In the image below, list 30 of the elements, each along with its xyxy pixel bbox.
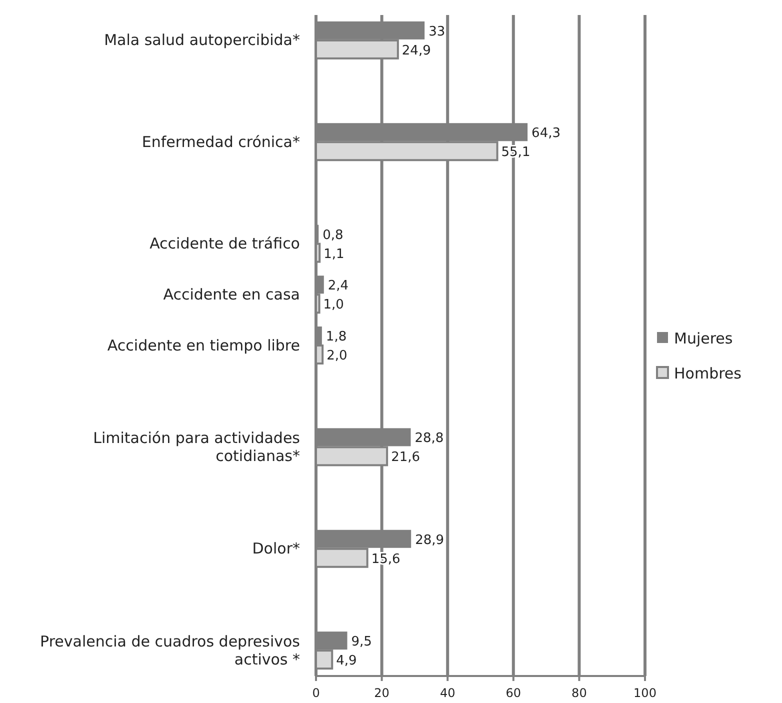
- y-tick-label: Accidente en casa: [163, 285, 300, 304]
- y-tick-label: Accidente de tráfico: [150, 234, 300, 253]
- x-tick-label: 100: [634, 686, 656, 700]
- legend-label: Hombres: [674, 364, 742, 382]
- x-tick-label: 40: [440, 686, 456, 700]
- data-label: 4,9: [336, 654, 357, 669]
- x-tick-label: 80: [572, 686, 587, 700]
- x-tick-label: 0: [312, 686, 320, 700]
- data-label: 21,6: [391, 450, 420, 466]
- data-label: 28,9: [415, 532, 444, 548]
- y-tick-label: Limitación para actividades cotidianas*: [93, 428, 300, 465]
- data-label: 9,5: [351, 634, 372, 650]
- y-tick-label: Accidente en tiempo libre: [107, 336, 300, 354]
- data-label: 33: [428, 24, 446, 40]
- data-label: 0,8: [322, 228, 344, 243]
- legend-label: Mujeres: [674, 329, 733, 348]
- data-label: 24,9: [402, 43, 431, 58]
- data-label: 1,0: [323, 298, 344, 313]
- data-label: 1,1: [324, 246, 344, 262]
- data-label: 64,3: [532, 126, 560, 142]
- y-tick-label: Enfermedad crónica*: [142, 132, 300, 151]
- data-label: 28,8: [414, 431, 444, 446]
- x-tick-label: 60: [506, 686, 522, 700]
- data-label: 2,0: [326, 348, 348, 364]
- y-tick-label: Mala salud autopercibida*: [104, 31, 300, 50]
- data-label: 2,4: [328, 278, 349, 294]
- x-tick-label: 20: [374, 686, 390, 700]
- y-tick-label: Prevalencia de cuadros depresivos activos *: [40, 632, 300, 668]
- data-label: 1,8: [326, 330, 347, 345]
- y-tick-label: Dolor*: [252, 540, 300, 558]
